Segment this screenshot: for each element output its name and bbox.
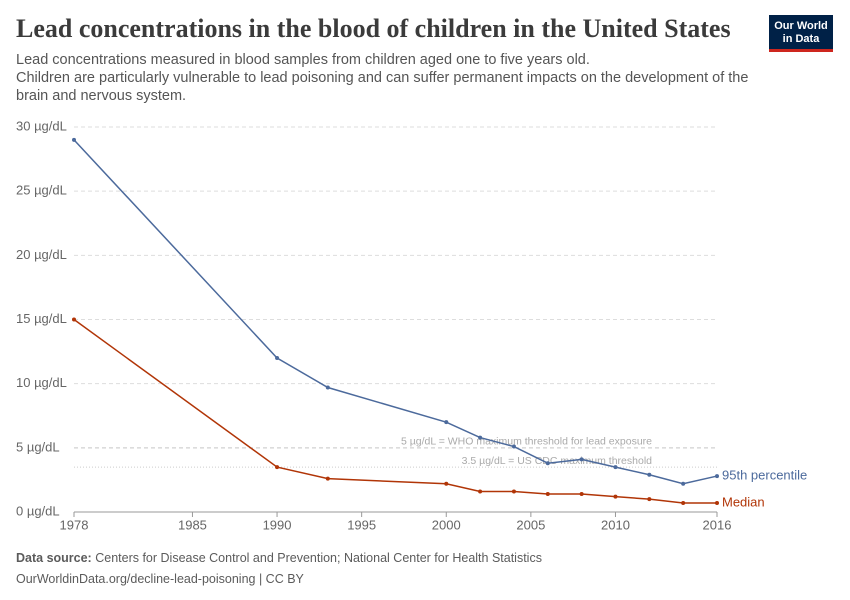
subtitle-line: Lead concentrations measured in blood sa… [16, 52, 590, 68]
point [647, 472, 652, 477]
point [715, 501, 719, 506]
logo-line: Our World [774, 20, 828, 32]
point [325, 476, 330, 481]
point [478, 489, 483, 494]
point [579, 492, 584, 497]
x-tick-label: 2010 [601, 517, 630, 532]
reference-label: 3.5 µg/dL = US CDC maximum threshold [462, 455, 653, 467]
point [478, 435, 483, 440]
source-label: Data source: [16, 551, 92, 565]
y-tick-label: 10 µg/dL [16, 375, 67, 390]
source: Data source: Centers for Disease Control… [16, 548, 542, 569]
point [444, 420, 449, 425]
y-tick-label: 20 µg/dL [16, 247, 67, 262]
point [275, 356, 280, 360]
source-text: Centers for Disease Control and Preventi… [95, 551, 542, 565]
logo-line: in Data [782, 32, 820, 45]
point [511, 444, 516, 449]
point [681, 501, 686, 506]
point [545, 461, 550, 466]
logo[interactable]: Our World in Data [769, 15, 833, 52]
x-tick-label: 2005 [516, 517, 545, 532]
series-label: Median [722, 494, 765, 509]
chart-title: Lead concentrations in the blood of chil… [16, 14, 731, 43]
chart: 0 µg/dL 5 µg/dL 10 µg/dL 15 µg/dL 20 µg/dL 25… [16, 118, 807, 532]
point [681, 481, 686, 486]
footer: Data source: Centers for Disease Control… [16, 548, 542, 590]
x-tick-label: 2000 [432, 517, 461, 532]
point [545, 492, 550, 497]
point [579, 457, 584, 462]
y-tick-label: 15 µg/dL [16, 311, 67, 326]
series-line [73, 318, 717, 504]
point [613, 465, 618, 470]
x-tick-label: 1995 [347, 517, 376, 532]
x-tick-label: 1990 [263, 517, 292, 532]
point [72, 137, 76, 142]
y-tick-label: 25 µg/dL [16, 183, 67, 198]
point [715, 474, 719, 479]
y-tick-label: 5 µg/dL [16, 439, 60, 454]
point [72, 317, 76, 322]
y-tick-label: 30 µg/dL [16, 118, 67, 133]
x-tick-label: 1978 [60, 517, 89, 532]
point [275, 465, 280, 470]
y-tick-label: 0 µg/dL [16, 503, 60, 518]
series-label: 95th percentile [722, 468, 807, 483]
url[interactable]: OurWorldinData.org/decline-lead-poisonin… [16, 572, 304, 586]
subtitle-line: Children are particularly vulnerable to … [16, 70, 749, 104]
subtitle: Lead concentrations measured in blood sa… [16, 51, 756, 105]
point [511, 489, 516, 494]
point [325, 385, 330, 390]
point [613, 494, 618, 499]
point [444, 481, 449, 486]
point [647, 497, 652, 502]
x-tick-label: 1985 [178, 517, 207, 532]
series-line [73, 139, 718, 485]
x-tick-label: 2016 [703, 517, 732, 532]
reference-label: 5 µg/dL = WHO maximum threshold for lead… [401, 436, 652, 448]
